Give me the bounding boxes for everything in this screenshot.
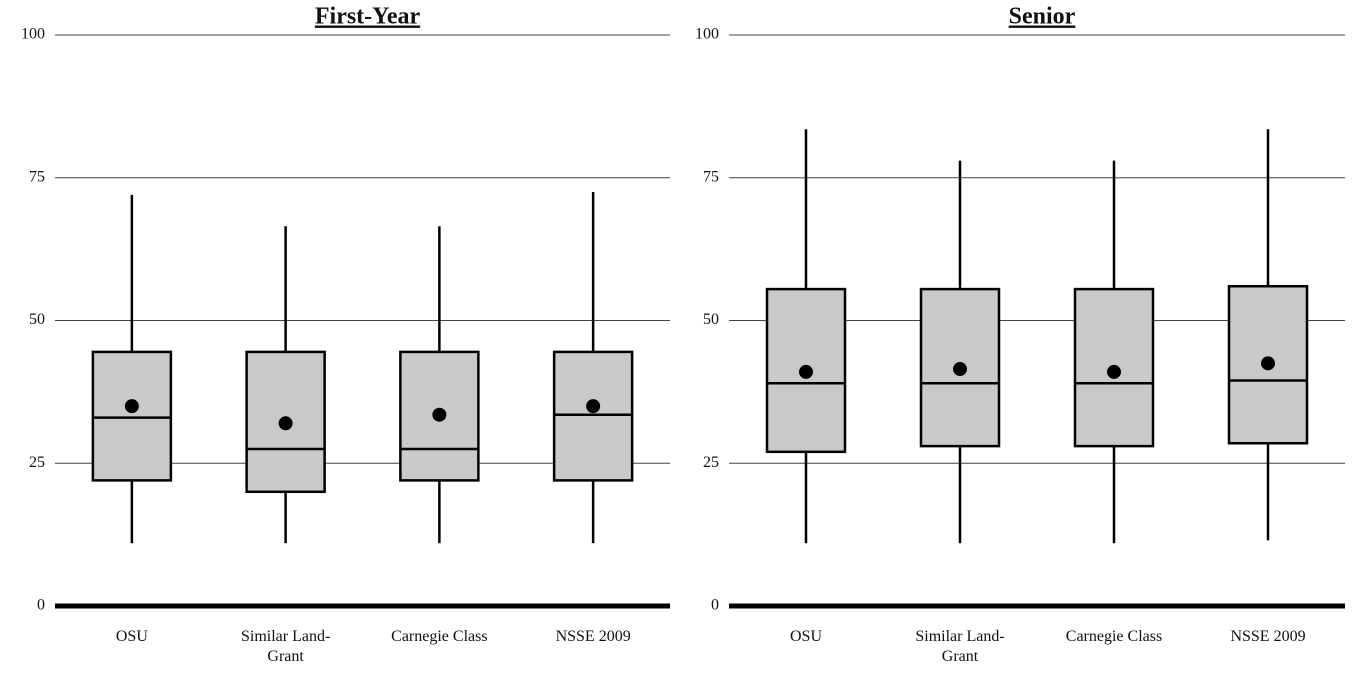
- chart-title: Senior: [1009, 4, 1076, 30]
- y-tick-label: 100: [21, 26, 45, 43]
- y-tick-label: 0: [711, 597, 719, 614]
- box: [91, 350, 173, 482]
- x-tick-label: OSU: [789, 628, 822, 645]
- y-tick-label: 25: [29, 454, 45, 471]
- x-tick-label: Carnegie Class: [1065, 628, 1163, 645]
- y-tick-label: 25: [703, 454, 719, 471]
- x-tick-label: Similar Land-Grant: [915, 628, 1005, 665]
- mean-dot: [124, 399, 139, 414]
- y-tick-label: 50: [703, 311, 719, 328]
- chart-title: First-Year: [315, 4, 421, 30]
- mean-dot: [432, 407, 447, 422]
- box: [552, 350, 634, 482]
- x-tick-label: OSU: [115, 628, 148, 645]
- x-tick-label: Carnegie Class: [391, 628, 488, 645]
- mean-dot: [953, 362, 967, 377]
- y-tick-label: 100: [695, 26, 719, 43]
- mean-dot: [799, 364, 813, 379]
- x-tick-label: NSSE 2009: [1230, 628, 1306, 645]
- y-tick-label: 50: [29, 311, 45, 328]
- box: [765, 287, 847, 454]
- mean-dot: [1261, 356, 1275, 371]
- mean-dot: [586, 399, 601, 414]
- y-tick-label: 75: [29, 168, 45, 185]
- y-tick-label: 0: [37, 597, 45, 614]
- x-tick-label: Similar Land-Grant: [240, 628, 331, 665]
- x-tick-label: NSSE 2009: [555, 628, 631, 645]
- y-tick-label: 75: [703, 168, 719, 185]
- box: [1073, 287, 1155, 448]
- mean-dot: [1107, 364, 1121, 379]
- mean-dot: [278, 416, 293, 431]
